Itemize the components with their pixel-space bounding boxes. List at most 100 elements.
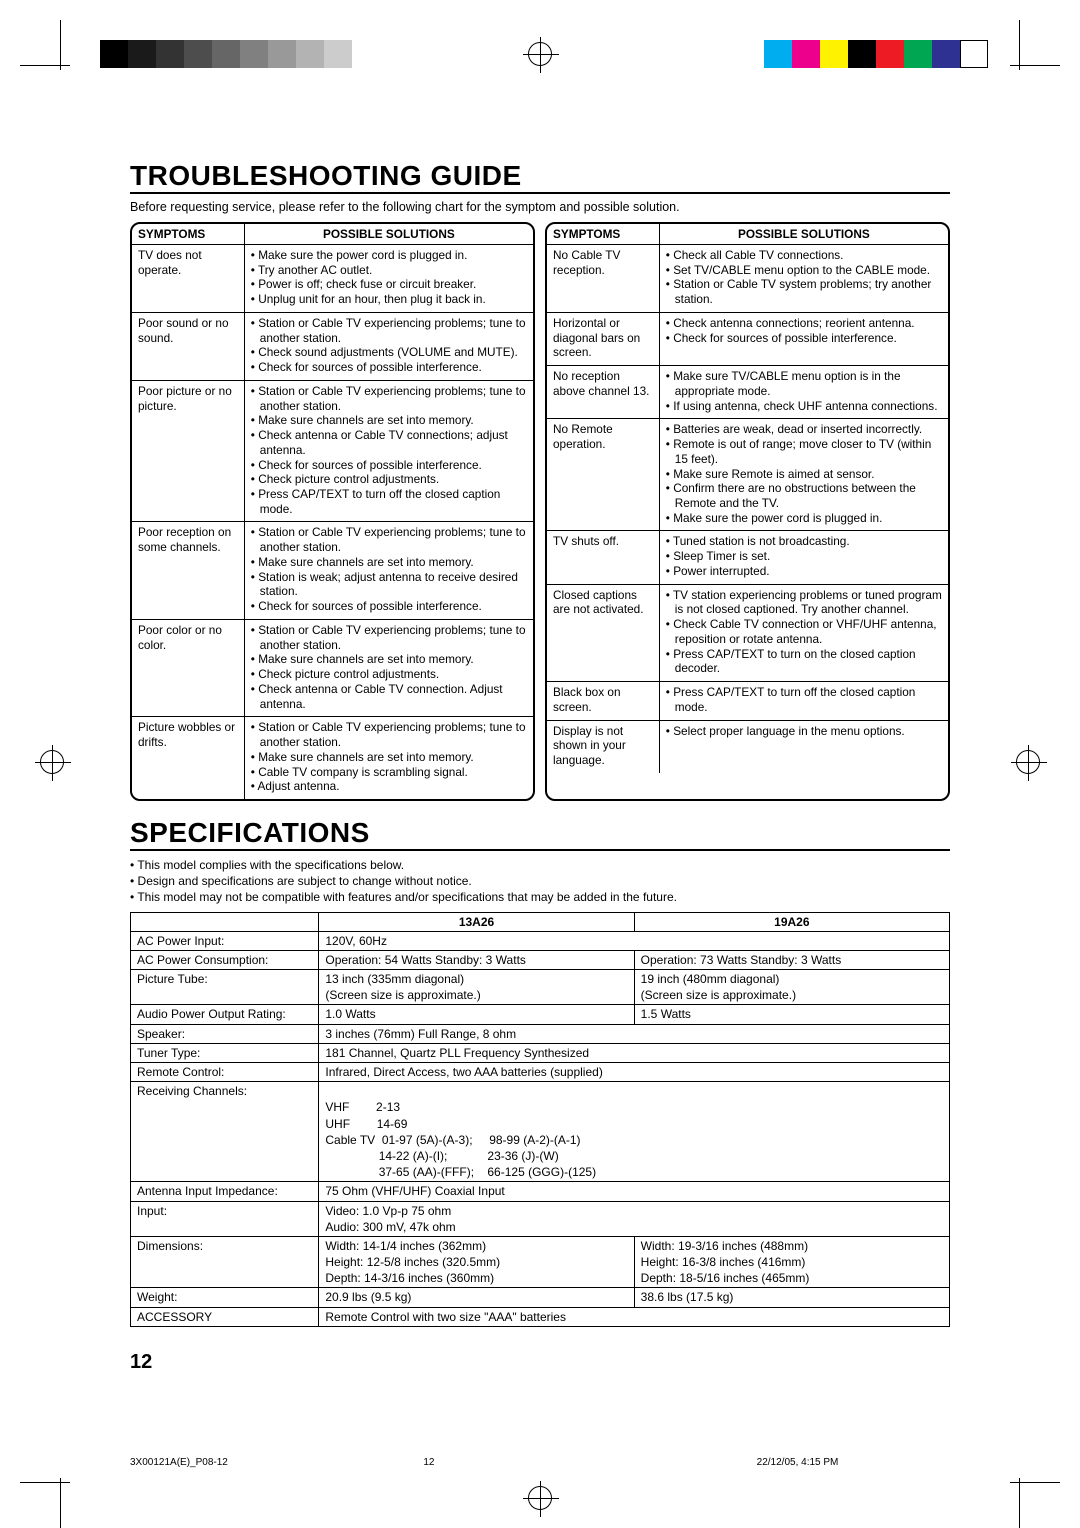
- solution-item: Unplug unit for an hour, then plug it ba…: [251, 292, 528, 307]
- page-number: 12: [130, 1351, 950, 1374]
- spec-text: Cable TV 01-97 (5A)-(A-3); 98-99 (A-2)-(…: [325, 1133, 580, 1147]
- footer: 3X00121A(E)_P08-12 12 22/12/05, 4:15 PM: [130, 1457, 950, 1468]
- solution-item: Station or Cable TV experiencing problem…: [251, 525, 528, 554]
- symptom-cell: No Remote operation.: [547, 419, 659, 531]
- solution-item: Confirm there are no obstructions betwee…: [666, 481, 943, 510]
- spec-label: Remote Control:: [131, 1063, 319, 1082]
- symptom-cell: No Cable TV reception.: [547, 245, 659, 313]
- spec-label: Tuner Type:: [131, 1043, 319, 1062]
- print-marks-top: [0, 30, 1080, 90]
- spec-label: Picture Tube:: [131, 970, 319, 1005]
- spec-label: Input:: [131, 1201, 319, 1236]
- solution-item: Check all Cable TV connections.: [666, 248, 943, 263]
- swatch: [764, 40, 792, 68]
- solution-item: Press CAP/TEXT to turn on the closed cap…: [666, 647, 943, 676]
- solution-item: Batteries are weak, dead or inserted inc…: [666, 422, 943, 437]
- spec-label: ACCESSORY: [131, 1307, 319, 1326]
- spec-note: Design and specifications are subject to…: [130, 873, 950, 889]
- spec-value: Infrared, Direct Access, two AAA batteri…: [319, 1063, 950, 1082]
- crop-mark: [60, 20, 61, 70]
- spec-value: Width: 14-1/4 inches (362mm) Height: 12-…: [319, 1236, 634, 1288]
- crop-mark: [60, 1478, 61, 1528]
- spec-model-2: 19A26: [634, 912, 949, 931]
- spec-value: 20.9 lbs (9.5 kg): [319, 1288, 634, 1307]
- crop-mark: [1019, 1478, 1020, 1528]
- title-troubleshooting: TROUBLESHOOTING GUIDE: [130, 160, 950, 194]
- crop-mark: [20, 65, 70, 66]
- solution-cell: Station or Cable TV experiencing problem…: [244, 717, 533, 799]
- solution-item: Check for sources of possible interferen…: [251, 599, 528, 614]
- spec-value: 1.0 Watts: [319, 1005, 634, 1024]
- spec-text: VHF 2-13: [325, 1100, 400, 1114]
- solution-cell: Station or Cable TV experiencing problem…: [244, 619, 533, 716]
- solution-cell: TV station experiencing problems or tune…: [659, 584, 948, 681]
- solution-item: Check antenna connections; reorient ante…: [666, 316, 943, 331]
- solution-cell: Station or Cable TV experiencing problem…: [244, 522, 533, 619]
- spec-text: Audio: 300 mV, 47k ohm: [325, 1220, 455, 1234]
- solution-item: Station or Cable TV system problems; try…: [666, 277, 943, 306]
- solution-item: Make sure channels are set into memory.: [251, 652, 528, 667]
- ts-left-column: SYMPTOMS POSSIBLE SOLUTIONS TV does not …: [130, 222, 535, 801]
- swatch: [324, 40, 352, 68]
- spec-label: AC Power Input:: [131, 931, 319, 950]
- solution-cell: Select proper language in the menu optio…: [659, 720, 948, 773]
- solution-cell: Check antenna connections; reorient ante…: [659, 312, 948, 365]
- solution-cell: Make sure the power cord is plugged in.T…: [244, 245, 533, 313]
- spec-value: 75 Ohm (VHF/UHF) Coaxial Input: [319, 1182, 950, 1201]
- solution-item: Make sure TV/CABLE menu option is in the…: [666, 369, 943, 398]
- spec-label: Audio Power Output Rating:: [131, 1005, 319, 1024]
- spec-model-1: 13A26: [319, 912, 634, 931]
- spec-text: UHF 14-69: [325, 1117, 407, 1131]
- spec-text: Height: 16-3/8 inches (416mm): [641, 1255, 806, 1269]
- spec-text: (Screen size is approximate.): [325, 988, 480, 1002]
- solution-cell: Make sure TV/CABLE menu option is in the…: [659, 366, 948, 419]
- solution-item: TV station experiencing problems or tune…: [666, 588, 943, 617]
- th-solutions: POSSIBLE SOLUTIONS: [659, 224, 948, 245]
- solution-cell: Press CAP/TEXT to turn off the closed ca…: [659, 682, 948, 720]
- solution-item: Check for sources of possible interferen…: [666, 331, 943, 346]
- th-symptoms: SYMPTOMS: [547, 224, 659, 245]
- symptom-cell: Display is not shown in your language.: [547, 720, 659, 773]
- swatch: [156, 40, 184, 68]
- spec-value: Video: 1.0 Vp-p 75 ohm Audio: 300 mV, 47…: [319, 1201, 950, 1236]
- spec-label: Speaker:: [131, 1024, 319, 1043]
- spec-value: 13 inch (335mm diagonal) (Screen size is…: [319, 970, 634, 1005]
- solution-item: Adjust antenna.: [251, 779, 528, 794]
- intro-text: Before requesting service, please refer …: [130, 200, 950, 214]
- solution-item: Check picture control adjustments.: [251, 472, 528, 487]
- solution-item: Station or Cable TV experiencing problem…: [251, 384, 528, 413]
- swatch: [960, 40, 988, 68]
- swatch: [296, 40, 324, 68]
- crop-mark: [1010, 1482, 1060, 1483]
- spec-label: AC Power Consumption:: [131, 950, 319, 969]
- swatch: [212, 40, 240, 68]
- title-specifications: SPECIFICATIONS: [130, 817, 950, 851]
- symptom-cell: Horizontal or diagonal bars on screen.: [547, 312, 659, 365]
- spec-label: Weight:: [131, 1288, 319, 1307]
- solution-item: Make sure the power cord is plugged in.: [251, 248, 528, 263]
- spec-value: 1.5 Watts: [634, 1005, 949, 1024]
- spec-text: Depth: 14-3/16 inches (360mm): [325, 1271, 494, 1285]
- symptom-cell: Poor picture or no picture.: [132, 380, 244, 522]
- th-symptoms: SYMPTOMS: [132, 224, 244, 245]
- spec-value: Width: 19-3/16 inches (488mm) Height: 16…: [634, 1236, 949, 1288]
- solution-item: Press CAP/TEXT to turn off the closed ca…: [251, 487, 528, 516]
- swatch: [848, 40, 876, 68]
- solution-item: Check Cable TV connection or VHF/UHF ant…: [666, 617, 943, 646]
- swatch: [876, 40, 904, 68]
- solution-cell: Batteries are weak, dead or inserted inc…: [659, 419, 948, 531]
- solution-item: Make sure Remote is aimed at sensor.: [666, 467, 943, 482]
- solution-item: Check antenna or Cable TV connection. Ad…: [251, 682, 528, 711]
- solution-item: Select proper language in the menu optio…: [666, 724, 943, 739]
- spec-blank-header: [131, 912, 319, 931]
- crop-mark: [1010, 65, 1060, 66]
- spec-value: 181 Channel, Quartz PLL Frequency Synthe…: [319, 1043, 950, 1062]
- symptom-cell: Closed captions are not activated.: [547, 584, 659, 681]
- crop-mark: [1019, 20, 1020, 70]
- footer-date: 22/12/05, 4:15 PM: [617, 1457, 950, 1468]
- symptom-cell: TV shuts off.: [547, 531, 659, 584]
- swatch: [100, 40, 128, 68]
- spec-value: Remote Control with two size "AAA" batte…: [319, 1307, 950, 1326]
- solution-cell: Station or Cable TV experiencing problem…: [244, 380, 533, 522]
- spec-text: 13 inch (335mm diagonal): [325, 972, 464, 986]
